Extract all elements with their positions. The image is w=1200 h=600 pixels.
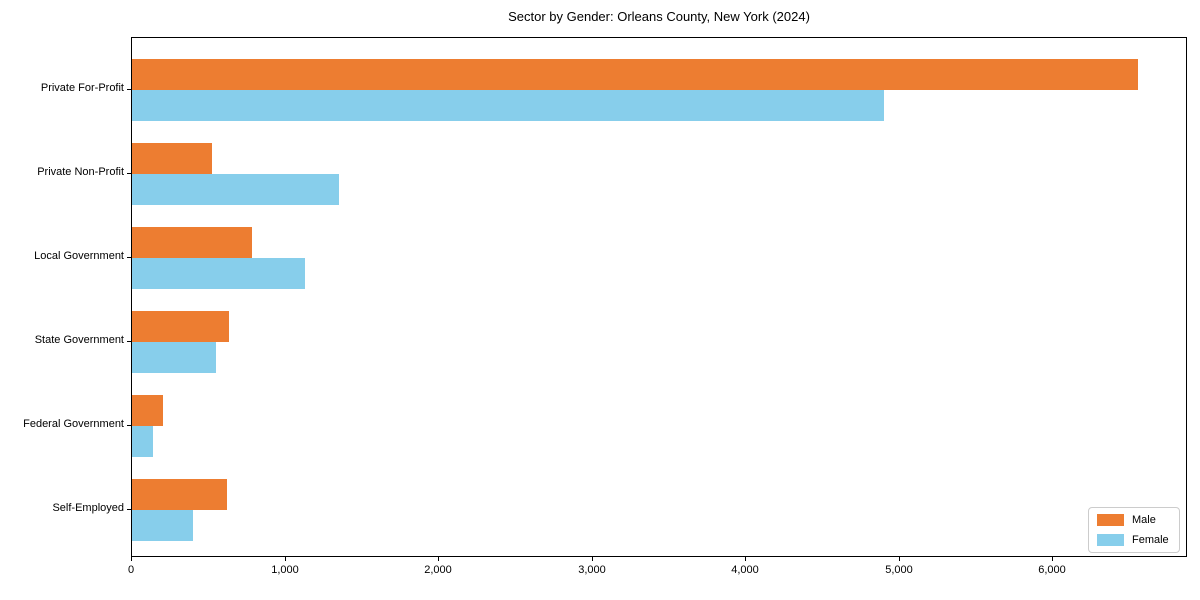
x-tick-mark xyxy=(131,557,132,561)
legend-label-female: Female xyxy=(1132,534,1169,546)
legend-item-male: Male xyxy=(1097,514,1171,526)
x-tick-mark xyxy=(1052,557,1053,561)
y-tick-mark xyxy=(127,173,131,174)
y-tick-label: Local Government xyxy=(34,250,124,262)
x-tick-mark xyxy=(592,557,593,561)
x-tick-label: 1,000 xyxy=(271,564,299,576)
bar-female-federal-government xyxy=(132,426,153,457)
y-tick-label: Private For-Profit xyxy=(40,82,124,94)
x-tick-label: 6,000 xyxy=(1038,564,1066,576)
bar-male-state-government xyxy=(132,311,229,342)
bar-male-private-non-profit xyxy=(132,143,212,174)
bar-female-private-non-profit xyxy=(132,174,339,205)
y-tick-label: State Government xyxy=(34,334,124,346)
x-tick-label: 4,000 xyxy=(731,564,759,576)
chart-title: Sector by Gender: Orleans County, New Yo… xyxy=(508,9,810,24)
bar-male-local-government xyxy=(132,227,252,258)
y-tick-label: Federal Government xyxy=(23,418,124,430)
x-tick-label: 5,000 xyxy=(885,564,913,576)
x-tick-label: 2,000 xyxy=(424,564,452,576)
legend-swatch-female xyxy=(1097,534,1124,546)
x-tick-mark xyxy=(745,557,746,561)
y-tick-mark xyxy=(127,509,131,510)
x-tick-mark xyxy=(285,557,286,561)
x-tick-label: 0 xyxy=(127,564,135,576)
x-tick-mark xyxy=(899,557,900,561)
y-tick-mark xyxy=(127,341,131,342)
x-tick-mark xyxy=(438,557,439,561)
legend-label-male: Male xyxy=(1132,514,1156,526)
bar-male-private-for-profit xyxy=(132,59,1138,90)
x-tick-label: 3,000 xyxy=(578,564,606,576)
bar-female-private-for-profit xyxy=(132,90,884,121)
bar-female-state-government xyxy=(132,342,216,373)
y-tick-mark xyxy=(127,425,131,426)
y-tick-mark xyxy=(127,89,131,90)
y-tick-label: Self-Employed xyxy=(52,502,124,514)
y-tick-label: Private Non-Profit xyxy=(37,166,124,178)
plot-area xyxy=(131,37,1187,557)
legend: Male Female xyxy=(1088,507,1180,553)
y-tick-mark xyxy=(127,257,131,258)
bar-female-self-employed xyxy=(132,510,193,541)
bar-male-self-employed xyxy=(132,479,227,510)
legend-item-female: Female xyxy=(1097,534,1171,546)
legend-swatch-male xyxy=(1097,514,1124,526)
bar-female-local-government xyxy=(132,258,305,289)
bar-male-federal-government xyxy=(132,395,163,426)
